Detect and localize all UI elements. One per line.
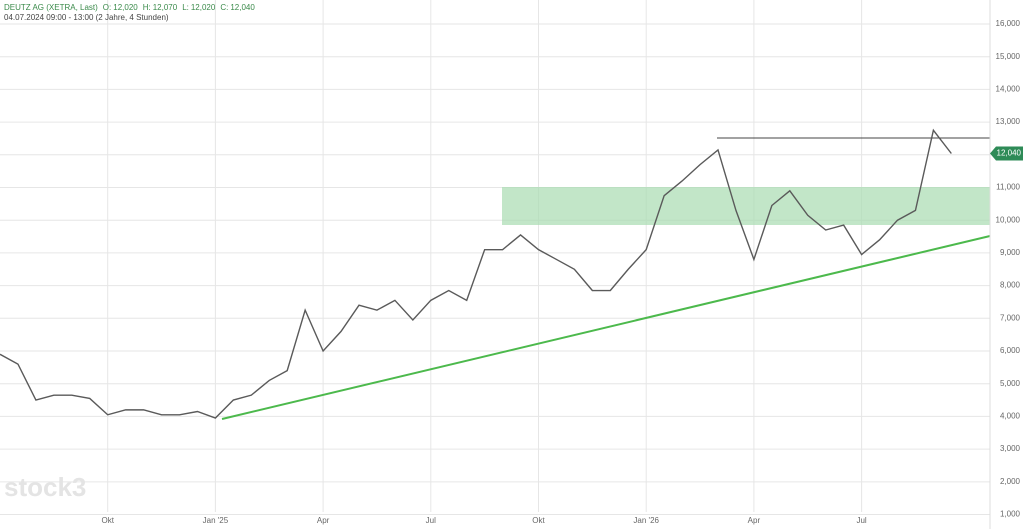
title: DEUTZ AG (XETRA, Last) (4, 3, 98, 12)
x-tick-label: Apr (317, 516, 330, 525)
x-tick-label: Jul (426, 516, 436, 525)
x-tick-label: Jan '25 (203, 516, 229, 525)
y-tick-label: 9,000 (1000, 248, 1021, 257)
ohlc-value: 12,020 (113, 3, 138, 12)
y-tick-label: 3,000 (1000, 444, 1021, 453)
y-tick-label: 6,000 (1000, 346, 1021, 355)
ohlc-label: O: (103, 3, 111, 12)
y-tick-label: 11,000 (996, 183, 1020, 192)
y-tick-label: 8,000 (1000, 281, 1021, 290)
y-tick-label: 5,000 (1000, 379, 1021, 388)
x-tick-label: Jul (856, 516, 866, 525)
y-tick-label: 16,000 (996, 19, 1021, 28)
y-tick-label: 10,000 (996, 215, 1021, 224)
y-tick-label: 2,000 (1000, 477, 1021, 486)
trend-line (221, 235, 991, 420)
x-tick-label: Jan '26 (633, 516, 659, 525)
y-tick-label: 4,000 (1000, 412, 1021, 421)
y-tick-label: 1,000 (1000, 510, 1021, 519)
x-tick-label: Okt (532, 516, 545, 525)
y-tick-label: 13,000 (996, 117, 1021, 126)
ohlc-label: C: (220, 3, 228, 12)
y-tick-label: 15,000 (996, 52, 1021, 61)
ohlc-label: H: (143, 3, 151, 12)
ohlc-label: L: (182, 3, 189, 12)
chart-title: DEUTZ AG (XETRA, Last) O: 12,020 H: 12,070 L:… (4, 3, 255, 12)
watermark: stock3 (4, 472, 86, 502)
subtitle: 04.07.2024 09:00 - 13:00 (2 Jahre, 4 Stu… (4, 13, 169, 22)
support-zone (502, 187, 990, 225)
ohlc-value: 12,040 (230, 3, 255, 12)
ohlc-value: 12,070 (153, 3, 178, 12)
price-line (0, 128, 952, 419)
plot (0, 128, 952, 419)
x-tick-label: Okt (101, 516, 114, 525)
y-tick-label: 14,000 (996, 85, 1021, 94)
grid (0, 0, 990, 516)
x-tick-label: Apr (748, 516, 761, 525)
y-tick-label: 7,000 (1000, 313, 1021, 322)
ohlc-value: 12,020 (191, 3, 216, 12)
price-tag (990, 146, 1023, 161)
price-tag-label: 12,040 (997, 149, 1022, 158)
